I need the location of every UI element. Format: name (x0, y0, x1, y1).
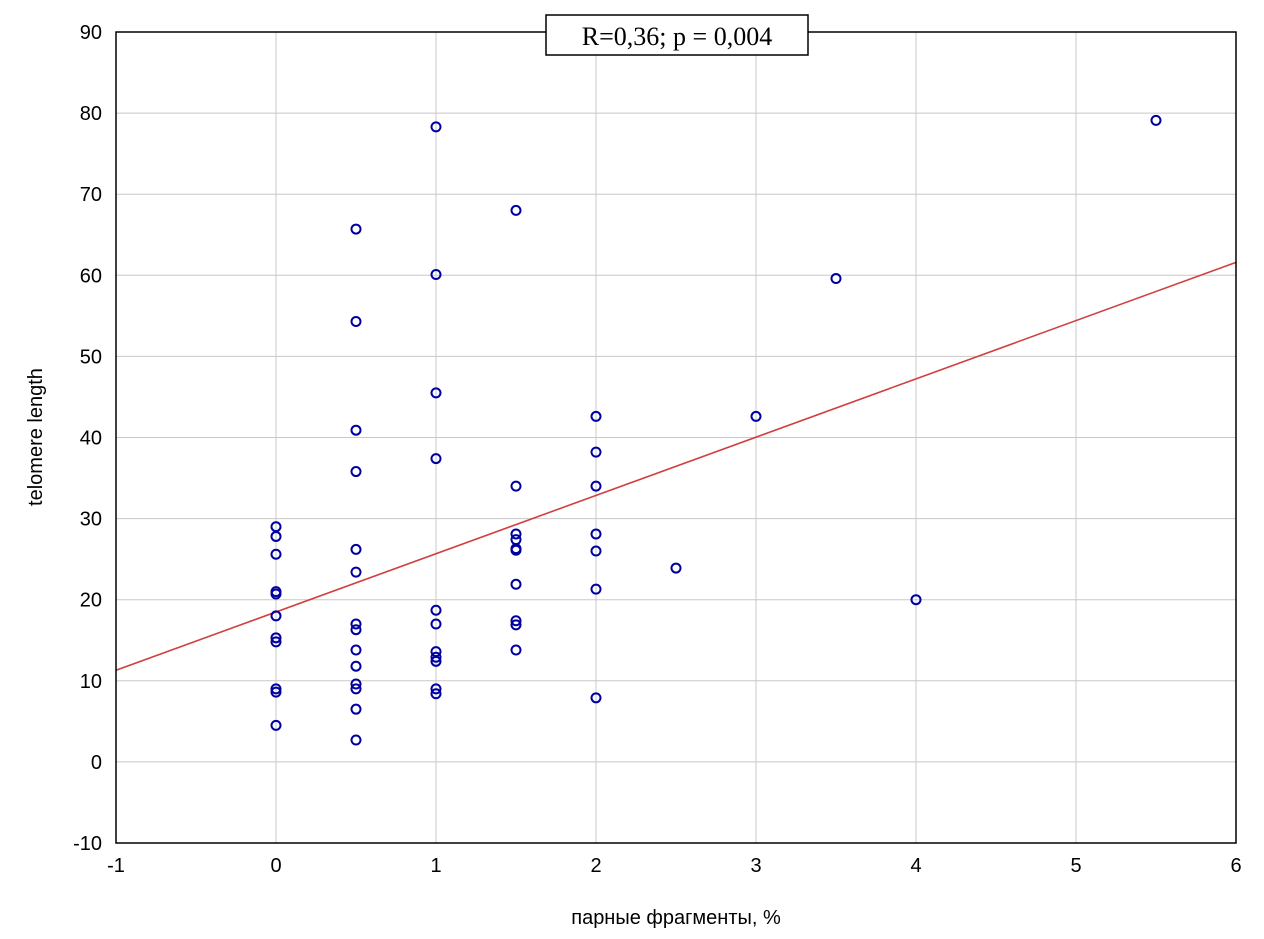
data-point (350, 678, 362, 690)
x-tick-label: 5 (1070, 855, 1081, 877)
data-point (670, 562, 682, 574)
data-point (350, 424, 362, 436)
data-point (430, 688, 442, 700)
y-tick-label: 60 (80, 265, 102, 287)
y-tick-label: 30 (80, 509, 102, 531)
x-axis-title: парные фрагменты, % (571, 907, 781, 929)
data-point (430, 387, 442, 399)
data-point (430, 453, 442, 465)
data-point (270, 530, 282, 542)
annotation-box: R=0,36; p = 0,004 (545, 14, 809, 56)
data-point (430, 655, 442, 667)
data-point (510, 644, 522, 656)
x-tick-label: 2 (590, 855, 601, 877)
regression-line (115, 261, 1237, 672)
x-tick-label: 3 (750, 855, 761, 877)
data-point (350, 223, 362, 235)
data-point (270, 632, 282, 644)
data-point (270, 683, 282, 695)
data-point (590, 545, 602, 557)
x-tick-label: 4 (910, 855, 921, 877)
y-axis-title: telomere length (25, 368, 47, 506)
data-point (270, 610, 282, 622)
data-point (430, 618, 442, 630)
data-point (350, 543, 362, 555)
data-point (270, 588, 282, 600)
y-tick-label: 10 (80, 671, 102, 693)
data-point (350, 316, 362, 328)
data-point (590, 446, 602, 458)
data-point (510, 528, 522, 540)
data-point (510, 615, 522, 627)
data-point (590, 583, 602, 595)
data-point (350, 660, 362, 672)
data-point (350, 644, 362, 656)
data-point (590, 528, 602, 540)
x-tick-label: 1 (430, 855, 441, 877)
data-point (270, 636, 282, 648)
x-tick-label: 6 (1230, 855, 1241, 877)
y-tick-label: -10 (73, 833, 102, 855)
data-point (910, 594, 922, 606)
data-point (350, 683, 362, 695)
data-point (430, 683, 442, 695)
data-point (350, 734, 362, 746)
data-point (270, 719, 282, 731)
data-point (430, 604, 442, 616)
x-tick-label: 0 (270, 855, 281, 877)
data-point (510, 480, 522, 492)
data-point (510, 544, 522, 556)
data-point (350, 566, 362, 578)
data-point (590, 692, 602, 704)
data-point (430, 268, 442, 280)
data-point (350, 466, 362, 478)
data-point (590, 480, 602, 492)
data-point (510, 578, 522, 590)
y-tick-label: 40 (80, 428, 102, 450)
data-point (830, 273, 842, 285)
data-point (1150, 114, 1162, 126)
data-point (750, 410, 762, 422)
y-tick-label: 90 (80, 22, 102, 44)
y-tick-label: 0 (91, 752, 102, 774)
y-tick-label: 50 (80, 346, 102, 368)
data-point (510, 619, 522, 631)
y-tick-label: 20 (80, 590, 102, 612)
data-point (510, 204, 522, 216)
data-point (430, 121, 442, 133)
data-point (270, 686, 282, 698)
data-point (350, 703, 362, 715)
x-tick-label: -1 (107, 855, 125, 877)
data-point (430, 651, 442, 663)
data-point (590, 410, 602, 422)
data-points (270, 114, 1162, 746)
data-point (350, 618, 362, 630)
y-tick-label: 80 (80, 103, 102, 125)
data-point (350, 624, 362, 636)
data-point (270, 548, 282, 560)
annotation-text: R=0,36; p = 0,004 (582, 22, 772, 51)
y-tick-label: 70 (80, 184, 102, 206)
